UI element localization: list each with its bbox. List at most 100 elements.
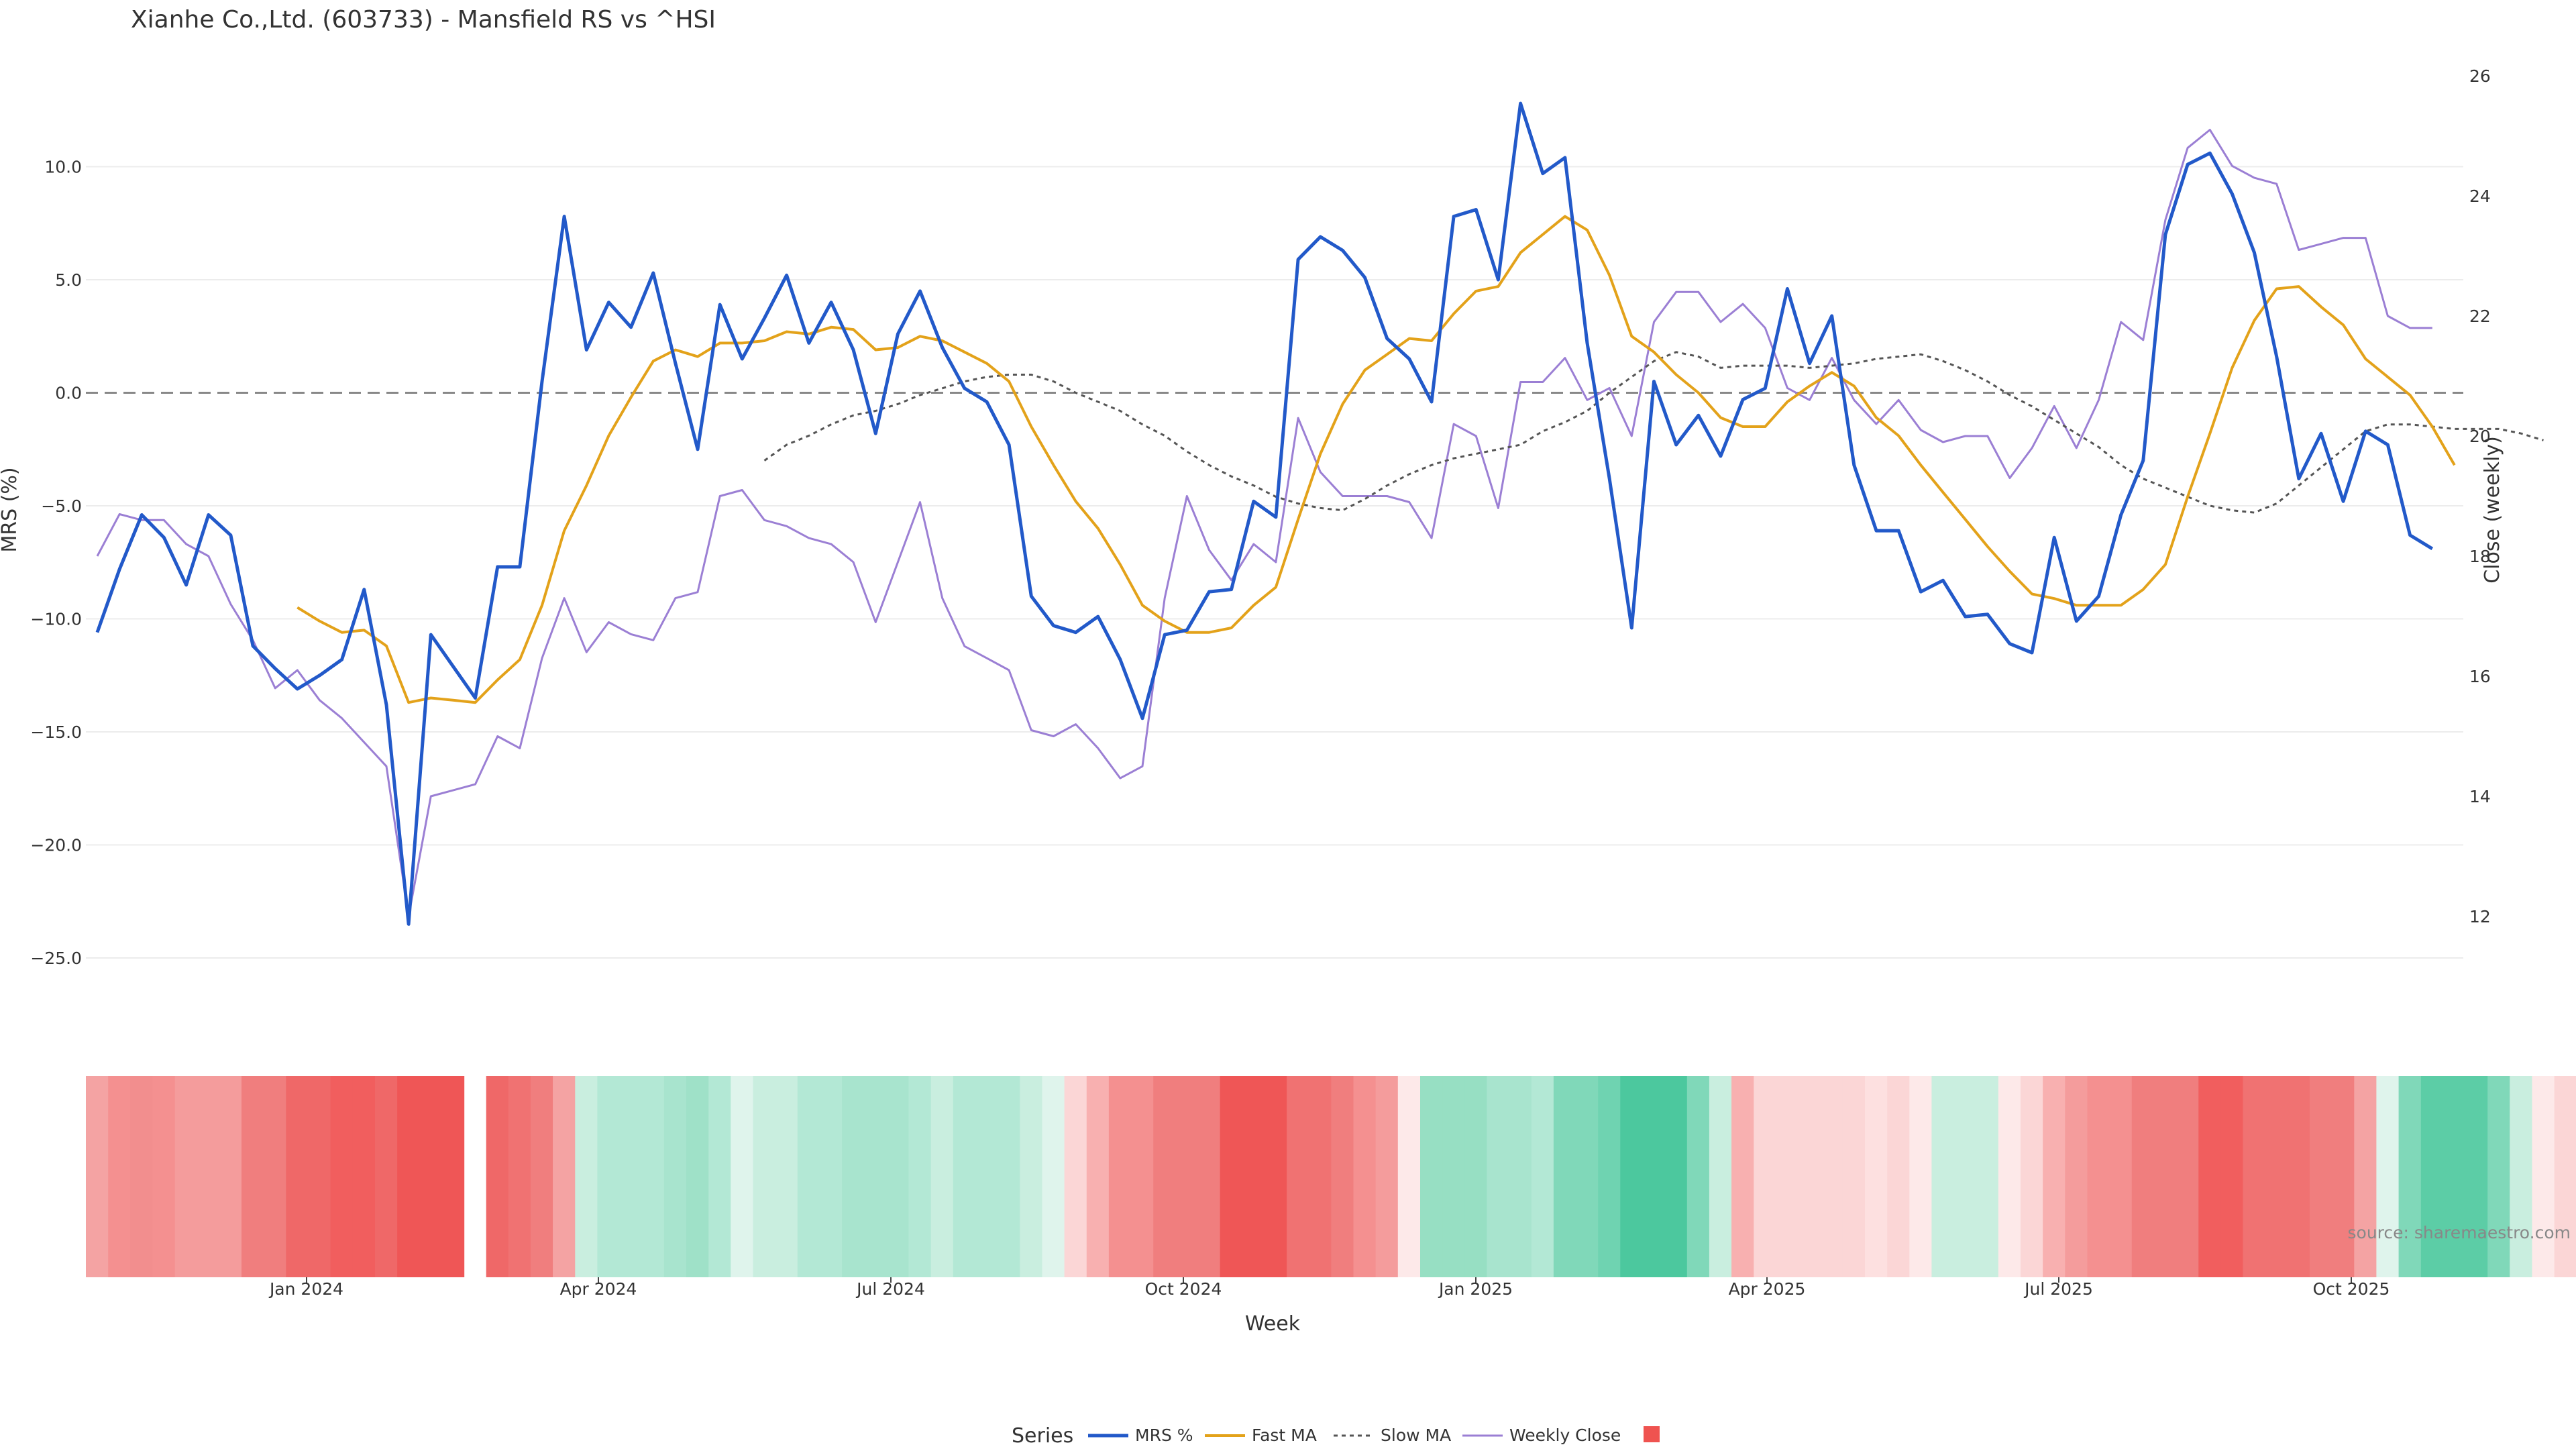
heatmap-cell	[886, 1076, 910, 1277]
legend-item-label: MRS %	[1135, 1426, 1193, 1445]
heatmap-cell	[2198, 1076, 2222, 1277]
y-tick-label: −20.0	[30, 836, 82, 855]
heatmap-cell	[1887, 1076, 1910, 1277]
heatmap-cell	[1576, 1076, 1599, 1277]
y2-tick-label: 18	[2469, 547, 2491, 566]
heatmap-cell	[998, 1076, 1020, 1277]
x-tick-label: Apr 2024	[560, 1279, 637, 1299]
heatmap-cell	[1820, 1076, 1843, 1277]
heatmap-cell	[508, 1076, 531, 1277]
heatmap-cell	[375, 1076, 398, 1277]
heatmap-cell	[1842, 1076, 1866, 1277]
heatmap-cell	[1020, 1076, 1043, 1277]
heatmap-cell	[619, 1076, 643, 1277]
heatmap-cell	[1442, 1076, 1465, 1277]
heatmap-cell	[1264, 1076, 1287, 1277]
x-tick-label: Jan 2025	[1438, 1279, 1513, 1299]
weekly-close-line	[96, 129, 2432, 918]
heatmap-cell	[197, 1076, 220, 1277]
heatmap-cell	[1175, 1076, 1199, 1277]
heatmap-cell	[2510, 1076, 2533, 1277]
heatmap-cell	[753, 1076, 776, 1277]
x-axis-title: Week	[1245, 1312, 1301, 1336]
y-axis-title: MRS (%)	[0, 467, 21, 552]
heatmap-cell	[108, 1076, 131, 1277]
legend-title: Series	[1012, 1424, 1073, 1448]
heatmap-cell	[731, 1076, 754, 1277]
heatmap-cell	[1153, 1076, 1176, 1277]
heatmap-cell	[1620, 1076, 1644, 1277]
heatmap-cell	[842, 1076, 865, 1277]
heatmap-cell	[1776, 1076, 1799, 1277]
legend: Series MRS % Fast MA Slow MA Weekly Close	[1012, 1424, 1660, 1448]
heatmap-cell	[2398, 1076, 2422, 1277]
y2-tick-label: 26	[2469, 66, 2491, 86]
heatmap-cell	[2443, 1076, 2466, 1277]
heatmap-cell	[531, 1076, 553, 1277]
heatmap-cell	[2310, 1076, 2332, 1277]
heatmap-cell	[174, 1076, 198, 1277]
x-tick-label: Jul 2025	[2023, 1279, 2093, 1299]
heatmap-cell	[708, 1076, 731, 1277]
heatmap-cell	[953, 1076, 976, 1277]
heatmap-cell	[1709, 1076, 1732, 1277]
heatmap-cell	[2554, 1076, 2576, 1277]
heatmap-cell	[1865, 1076, 1888, 1277]
heatmap-cell	[1553, 1076, 1576, 1277]
heatmap-cell	[2109, 1076, 2133, 1277]
heatmap-cell	[864, 1076, 888, 1277]
heatmap-cell	[1042, 1076, 1065, 1277]
chart-title: Xianhe Co.,Ltd. (603733) - Mansfield RS …	[131, 6, 716, 34]
heatmap-cell	[1487, 1076, 1510, 1277]
heatmap-cell	[1731, 1076, 1754, 1277]
x-tick-label: Oct 2024	[1145, 1279, 1222, 1299]
heatmap-cell	[2376, 1076, 2400, 1277]
legend-item-label: Weekly Close	[1509, 1426, 1621, 1445]
heatmap-cell	[1331, 1076, 1354, 1277]
x-axis: Jan 2024 Apr 2024 Jul 2024 Oct 2024 Jan 2025…	[268, 1277, 2390, 1299]
mrs-series-line	[95, 101, 2434, 926]
heatmap-cell	[2465, 1076, 2488, 1277]
heatmap-cell	[1531, 1076, 1554, 1277]
heatmap-cell	[686, 1076, 709, 1277]
heatmap-cell	[2021, 1076, 2043, 1277]
heatmap-cell	[1976, 1076, 1999, 1277]
heatmap-cell	[797, 1076, 820, 1277]
heatmap-cell	[1754, 1076, 1777, 1277]
x-tick-label: Jul 2024	[855, 1279, 925, 1299]
heatmap-cell	[1464, 1076, 1488, 1277]
y2-tick-label: 24	[2469, 186, 2491, 206]
y2-tick-label: 14	[2469, 787, 2491, 806]
heatmap-cell	[2243, 1076, 2266, 1277]
heatmap-cell	[1598, 1076, 1621, 1277]
heatmap-cell	[1397, 1076, 1421, 1277]
y2-tick-label: 22	[2469, 307, 2491, 326]
heatmap-cell	[1420, 1076, 1443, 1277]
heatmap-cell	[241, 1076, 264, 1277]
heatmap-cell	[575, 1076, 598, 1277]
heatmap-cell	[775, 1076, 798, 1277]
x-tick-label: Apr 2025	[1729, 1279, 1806, 1299]
heatmap-cell	[1064, 1076, 1087, 1277]
heatmap-cell	[1353, 1076, 1377, 1277]
heatmap-cell	[2065, 1076, 2088, 1277]
heatmap-cell	[820, 1076, 843, 1277]
heatmap-cell	[486, 1076, 509, 1277]
y2-tick-label: 12	[2469, 907, 2491, 926]
heatmap-cell	[2487, 1076, 2510, 1277]
x-tick-label: Jan 2024	[268, 1279, 343, 1299]
heatmap-cell	[1197, 1076, 1221, 1277]
heatmap-cell	[1909, 1076, 1933, 1277]
heatmap-cell	[441, 1076, 465, 1277]
heatmap-cell	[152, 1076, 176, 1277]
y-tick-label: −10.0	[30, 610, 82, 629]
y-axis-left: 10.0 5.0 0.0 −5.0 −10.0 −15.0 −20.0 −25.0	[30, 158, 82, 969]
heatmap-cell	[1242, 1076, 1265, 1277]
heatmap-cell	[2220, 1076, 2244, 1277]
heatmap-cell	[86, 1076, 109, 1277]
heatmap-cell	[330, 1076, 354, 1277]
heatmap-cell	[308, 1076, 331, 1277]
heatmap-cell	[2265, 1076, 2288, 1277]
heatmap-cell	[930, 1076, 954, 1277]
